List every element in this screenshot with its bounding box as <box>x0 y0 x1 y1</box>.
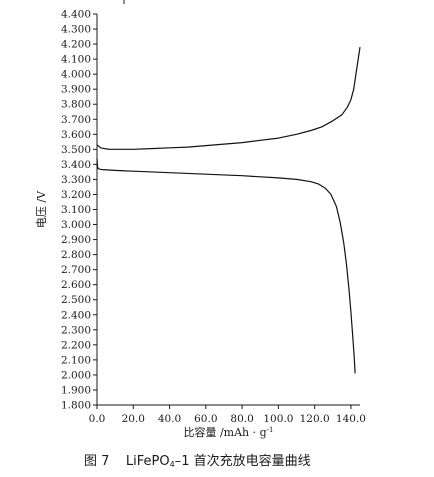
y-tick-label: 2.300 <box>61 324 91 336</box>
y-tick-label: 2.400 <box>61 309 91 321</box>
y-tick-label: 2.200 <box>61 339 91 351</box>
y-tick-label: 3.700 <box>61 114 91 126</box>
charge-curve <box>96 47 361 150</box>
x-axis-title: 比容量 /mAh · g-1 <box>183 425 273 439</box>
y-tick-label: 3.100 <box>61 204 91 216</box>
series <box>96 47 361 374</box>
x-tick-label: 20.0 <box>122 413 145 425</box>
x-tick-label: 80.0 <box>230 413 253 425</box>
y-tick-label: 2.600 <box>61 279 91 291</box>
y-tick-label: 2.500 <box>61 294 91 306</box>
y-tick-label: 3.900 <box>61 84 91 96</box>
discharge-curve <box>96 158 356 374</box>
x-tick-label: 40.0 <box>158 413 181 425</box>
x-tick-label: 100.0 <box>263 413 293 425</box>
y-tick-label: 2.000 <box>61 369 91 381</box>
y-axis-title: 电压 /V <box>35 190 48 228</box>
x-axis-title-sup: -1 <box>267 426 274 434</box>
y-tick-label: 3.000 <box>61 219 91 231</box>
x-tick-label: 140.0 <box>336 413 366 425</box>
x-axis-title-text: 比容量 /mAh · g <box>183 425 266 439</box>
y-tick-label: 1.800 <box>61 400 91 412</box>
x-tick-label: 120.0 <box>300 413 330 425</box>
x-tick-label: 60.0 <box>194 413 217 425</box>
y-tick-label: 2.700 <box>61 264 91 276</box>
y-tick-label: 4.100 <box>61 54 91 66</box>
caption-subscript: 4 <box>169 460 175 469</box>
y-tick-label: 3.200 <box>61 189 91 201</box>
caption-prefix: 图 7 LiFePO <box>84 454 170 469</box>
y-tick-label: 4.000 <box>61 69 91 81</box>
y-tick-label: 4.400 <box>61 9 91 21</box>
y-tick-label: 3.800 <box>61 99 91 111</box>
y-tick-label: 4.300 <box>61 24 91 36</box>
caption-suffix: –1 首次充放电容量曲线 <box>174 454 311 469</box>
y-tick-label: 3.500 <box>61 144 91 156</box>
y-tick-label: 2.800 <box>61 249 91 261</box>
ticks: 1.800 1.900 2.000 2.100 2.200 2.300 2.400 2.500… <box>61 9 366 426</box>
y-tick-label: 3.600 <box>61 129 91 141</box>
y-tick-label: 4.200 <box>61 39 91 51</box>
figure-caption: 图 7 LiFePO4–1 首次充放电容量曲线 <box>0 450 434 469</box>
y-tick-label: 3.400 <box>61 159 91 171</box>
y-tick-label: 3.300 <box>61 174 91 186</box>
y-tick-label: 1.900 <box>61 384 91 396</box>
y-tick-label: 2.900 <box>61 234 91 246</box>
axes <box>96 0 360 406</box>
x-tick-label: 0.0 <box>89 413 106 425</box>
y-tick-label: 2.100 <box>61 354 91 366</box>
